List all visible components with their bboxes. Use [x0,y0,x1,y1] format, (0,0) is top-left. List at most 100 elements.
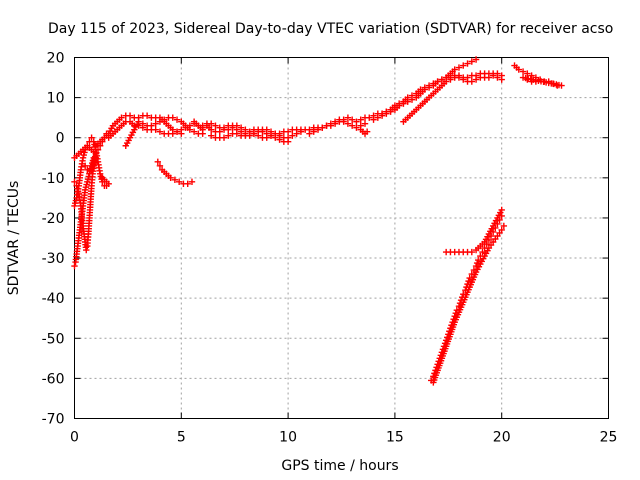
data-point [465,277,472,285]
y-tick-label: 0 [56,131,65,147]
data-point [455,64,463,71]
data-point [152,126,159,133]
data-point [184,180,191,188]
data-point [494,220,501,228]
data-point [417,86,424,93]
data-point [71,262,78,270]
x-tick-label: 5 [177,430,186,446]
x-tick-label: 10 [279,430,297,446]
data-point [175,178,183,186]
data-point [319,124,326,131]
data-point [489,228,497,236]
data-point [186,126,194,133]
data-point [519,68,527,75]
data-point [353,124,360,131]
data-point [475,256,482,264]
data-point [225,132,232,139]
data-point [515,66,522,73]
data-point [272,130,279,137]
data-point [289,132,296,139]
y-tick-label: -10 [42,171,65,187]
data-point [425,82,433,89]
data-point [71,178,78,186]
data-point [496,216,503,224]
data-point [148,122,155,129]
data-point [99,174,106,182]
data-point [293,130,300,137]
data-point [464,60,471,67]
data-point [460,76,467,83]
y-tick-label: 10 [47,91,65,107]
series-midday-c [208,124,317,141]
data-point [86,170,93,178]
data-point [395,100,403,107]
data-point [383,108,390,115]
y-axis-label: SDTVAR / TECUs [6,181,22,296]
data-point [276,132,283,139]
data-point [348,122,356,129]
chart-title: Day 115 of 2023, Sidereal Day-to-day VTE… [48,21,613,37]
y-tick-label: -20 [42,211,65,227]
data-point [468,78,475,85]
y-tick-label: -40 [42,291,65,307]
data-point [254,128,262,135]
x-tick-label: 15 [386,430,404,446]
data-point [473,259,481,267]
data-point [199,122,206,129]
data-point [220,134,228,141]
data-point [250,130,258,137]
data-point [489,72,497,79]
data-point [483,240,490,248]
data-point [460,62,467,69]
data-point [485,74,493,81]
data-point [492,224,499,232]
data-point [242,126,249,133]
data-point [498,206,505,214]
series-afternoon-dip [357,126,371,137]
data-point [306,130,313,137]
data-point [336,118,343,125]
data-point [297,128,305,135]
axis-ticks: 20 10 0 -10 -20 -30 -40 -50 -60 -70 0 5 10 15 20 25 [42,51,618,446]
data-point [468,58,475,65]
data-point [430,80,437,87]
data-point [156,162,164,169]
data-point [139,120,147,127]
data-point [135,118,142,125]
data-point [500,222,508,230]
data-point [361,120,369,127]
data-point [126,112,134,119]
y-tick-label: -70 [42,412,65,428]
data-point [363,128,371,135]
data-point [498,212,505,220]
series-afternoon-b [310,104,399,133]
data-point [479,248,486,256]
data-point [498,76,505,83]
y-tick-label: -50 [42,331,65,347]
data-point [156,128,164,135]
series-late-evening [511,62,565,89]
x-tick-label: 0 [70,430,79,446]
series-evening-rise-c [400,72,505,125]
data-point [472,76,480,83]
x-tick-label: 20 [493,430,511,446]
data-point [267,128,275,135]
y-tick-label: 20 [47,51,65,67]
data-point [284,134,292,141]
data-point [524,70,531,77]
data-point [408,92,416,99]
data-point [374,114,382,121]
data-point [378,110,386,117]
data-point [391,102,399,109]
data-point [353,118,360,125]
data-point [233,130,241,137]
data-marks [71,56,565,386]
data-point [220,124,228,131]
data-point [404,94,411,101]
y-tick-label: -30 [42,251,65,267]
data-point [370,116,377,123]
data-point [169,114,176,121]
data-point [233,122,241,129]
data-point [310,126,317,133]
